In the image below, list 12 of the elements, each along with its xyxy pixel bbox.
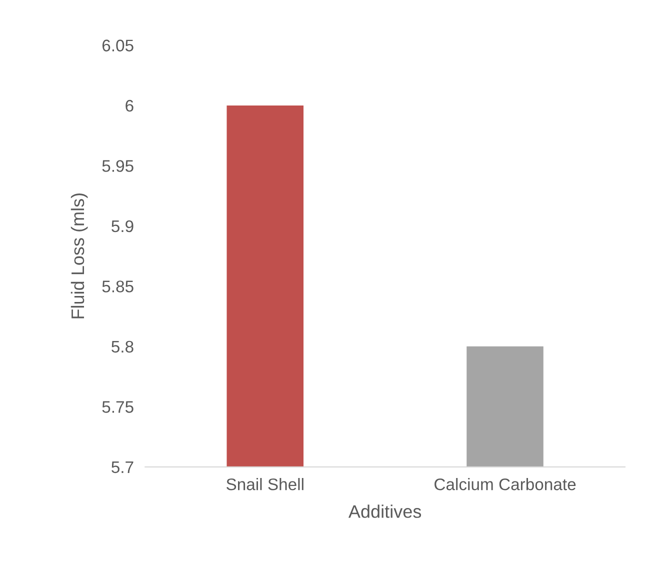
x-tick-label: Snail Shell <box>226 478 304 490</box>
y-tick-label: 5.75 <box>102 401 134 413</box>
y-tick-label: 6 <box>126 100 134 112</box>
y-tick-label: 5.85 <box>102 280 134 292</box>
x-tick-label: Calcium Carbonate <box>434 478 576 490</box>
y-tick-label: 5.95 <box>102 160 134 172</box>
y-axis-title: Fluid Loss (mls) <box>70 193 88 318</box>
y-tick-label: 6.05 <box>102 40 134 52</box>
x-axis-title: Additives <box>348 504 422 518</box>
y-tick-label: 5.7 <box>112 461 134 474</box>
y-tick-label: 5.9 <box>112 220 134 232</box>
y-tick-label: 5.8 <box>112 340 134 353</box>
